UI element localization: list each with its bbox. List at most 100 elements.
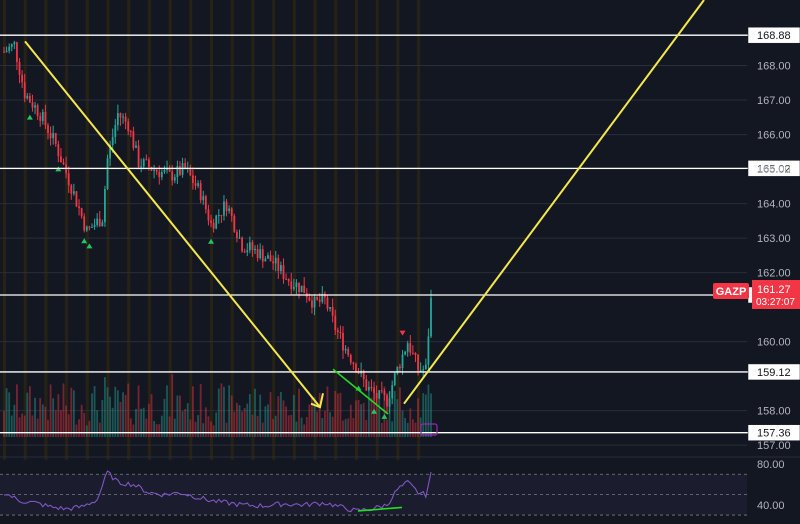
candle-body xyxy=(365,379,368,391)
volume-bar xyxy=(127,383,130,437)
volume-bar xyxy=(49,384,52,437)
volume-bar xyxy=(109,396,112,437)
candle-body xyxy=(18,61,21,75)
candle-body xyxy=(26,95,29,99)
volume-bar xyxy=(176,395,179,437)
candle-body xyxy=(202,196,205,201)
level-label-box xyxy=(747,363,800,381)
candle-body xyxy=(290,281,293,289)
candle-body xyxy=(3,51,5,53)
candle-body xyxy=(93,225,96,227)
candle-body xyxy=(334,315,337,331)
volume-bar xyxy=(135,408,137,437)
volume-bar xyxy=(233,411,236,437)
candle-body xyxy=(391,385,394,399)
volume-bar xyxy=(347,418,350,437)
volume-bar xyxy=(23,415,26,437)
level-label: 165.02 xyxy=(757,163,791,175)
last-price-badge-bg xyxy=(752,280,800,309)
candle-body xyxy=(192,175,194,184)
candle-body xyxy=(404,351,407,355)
sell-signal-icon xyxy=(399,330,406,336)
volume-bar xyxy=(399,387,401,437)
candle-body xyxy=(295,282,298,287)
volume-bar xyxy=(360,404,363,437)
volume-bar xyxy=(292,394,295,437)
buy-signal-icon xyxy=(81,238,88,244)
buy-signal-icon xyxy=(86,243,93,249)
candle-body xyxy=(233,215,236,232)
volume-bar xyxy=(189,419,192,437)
volume-bar xyxy=(365,420,368,437)
volume-bar xyxy=(339,392,342,437)
candle-body xyxy=(287,279,290,282)
volume-bar xyxy=(212,425,215,437)
volume-bar xyxy=(349,404,352,437)
candle-body xyxy=(155,169,158,172)
volume-bar xyxy=(272,418,275,437)
volume-bar xyxy=(140,408,143,437)
volume-bar xyxy=(308,404,311,437)
candle-body xyxy=(91,226,93,228)
volume-bar xyxy=(241,411,243,437)
horizontal-levels[interactable] xyxy=(0,34,748,434)
candle-body xyxy=(424,364,427,370)
volume-bar xyxy=(155,424,158,437)
symbol-badge[interactable]: GAZP 161.27 03:27:07 xyxy=(713,280,800,309)
candles[interactable] xyxy=(3,40,432,414)
session-band xyxy=(65,0,69,460)
candle-body xyxy=(189,168,192,176)
volume-bar xyxy=(145,418,148,437)
candle-body xyxy=(80,208,83,217)
candle-body xyxy=(75,191,78,207)
candle-body xyxy=(83,216,86,231)
volume-bar xyxy=(411,419,414,437)
volume-bar xyxy=(207,416,210,437)
volume-bar xyxy=(114,386,117,437)
candle-body xyxy=(5,50,8,52)
volume-bar xyxy=(290,414,293,437)
volume-bar xyxy=(326,386,329,437)
candle-body xyxy=(49,133,52,139)
trend-drawings[interactable] xyxy=(24,0,705,415)
volume-bar xyxy=(70,387,73,437)
session-band xyxy=(417,0,421,460)
volume-bar xyxy=(336,393,339,437)
volume-bar xyxy=(85,425,88,437)
downtrend-line xyxy=(24,40,321,408)
candle-body xyxy=(298,282,300,293)
candle-body xyxy=(261,249,264,262)
volume-bar xyxy=(16,384,18,437)
price-tick-label: 166.00 xyxy=(757,130,791,142)
event-marker[interactable] xyxy=(420,423,438,436)
last-price-label: 161.27 xyxy=(757,284,791,296)
candle-body xyxy=(272,261,275,264)
volume-bar xyxy=(236,402,238,437)
candle-body xyxy=(72,191,75,194)
volume-bar xyxy=(375,395,378,437)
volume-bar xyxy=(282,400,285,437)
volume-bar xyxy=(186,403,189,437)
level-label: 157.36 xyxy=(757,428,791,440)
session-band xyxy=(375,0,379,460)
candle-body xyxy=(96,218,99,226)
candle-body xyxy=(378,390,381,399)
candle-body xyxy=(28,95,31,103)
volume-bar xyxy=(171,374,174,437)
volume-bar xyxy=(238,405,241,437)
volume-bar xyxy=(62,383,65,437)
volume-bar xyxy=(160,415,163,437)
candle-body xyxy=(39,116,42,121)
volume-bar xyxy=(427,384,430,437)
volume-bar xyxy=(220,383,223,437)
volume-bar xyxy=(80,404,83,437)
volume-bar xyxy=(217,388,220,437)
signal-markers xyxy=(26,114,406,419)
session-band xyxy=(106,0,110,460)
price-tick-label: 167.00 xyxy=(757,95,791,107)
volume-bar xyxy=(93,386,96,437)
candle-body xyxy=(321,293,324,302)
price-tick-label: 157.00 xyxy=(757,440,791,452)
